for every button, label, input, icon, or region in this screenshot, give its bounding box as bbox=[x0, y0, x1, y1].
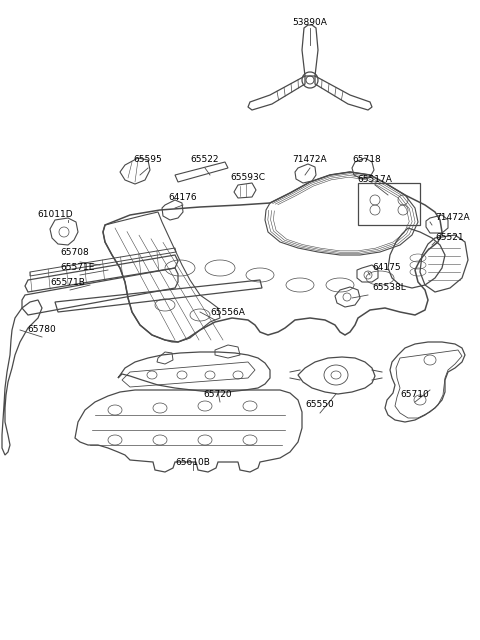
Text: 65556A: 65556A bbox=[210, 308, 245, 317]
Text: 65593C: 65593C bbox=[230, 173, 265, 182]
Text: 65708: 65708 bbox=[60, 248, 89, 257]
Text: 65720: 65720 bbox=[204, 390, 232, 399]
Text: 65780: 65780 bbox=[28, 325, 56, 334]
Text: 53890A: 53890A bbox=[293, 18, 327, 27]
Text: 64175: 64175 bbox=[372, 263, 401, 272]
Text: 65718: 65718 bbox=[353, 155, 382, 164]
Text: 65595: 65595 bbox=[133, 155, 162, 164]
Text: 65610B: 65610B bbox=[176, 458, 210, 467]
Text: 65538L: 65538L bbox=[372, 283, 406, 292]
Text: 65521: 65521 bbox=[435, 233, 464, 242]
Text: 71472A: 71472A bbox=[293, 155, 327, 164]
Text: 71472A: 71472A bbox=[435, 213, 469, 222]
Text: 61011D: 61011D bbox=[37, 210, 73, 219]
Text: 65550: 65550 bbox=[306, 400, 335, 409]
Text: 65517A: 65517A bbox=[358, 175, 393, 184]
Text: 64176: 64176 bbox=[168, 193, 197, 202]
Text: 65571B: 65571B bbox=[50, 278, 85, 287]
Text: 65571E: 65571E bbox=[61, 263, 95, 272]
Text: 65522: 65522 bbox=[191, 155, 219, 164]
Text: 65710: 65710 bbox=[401, 390, 430, 399]
